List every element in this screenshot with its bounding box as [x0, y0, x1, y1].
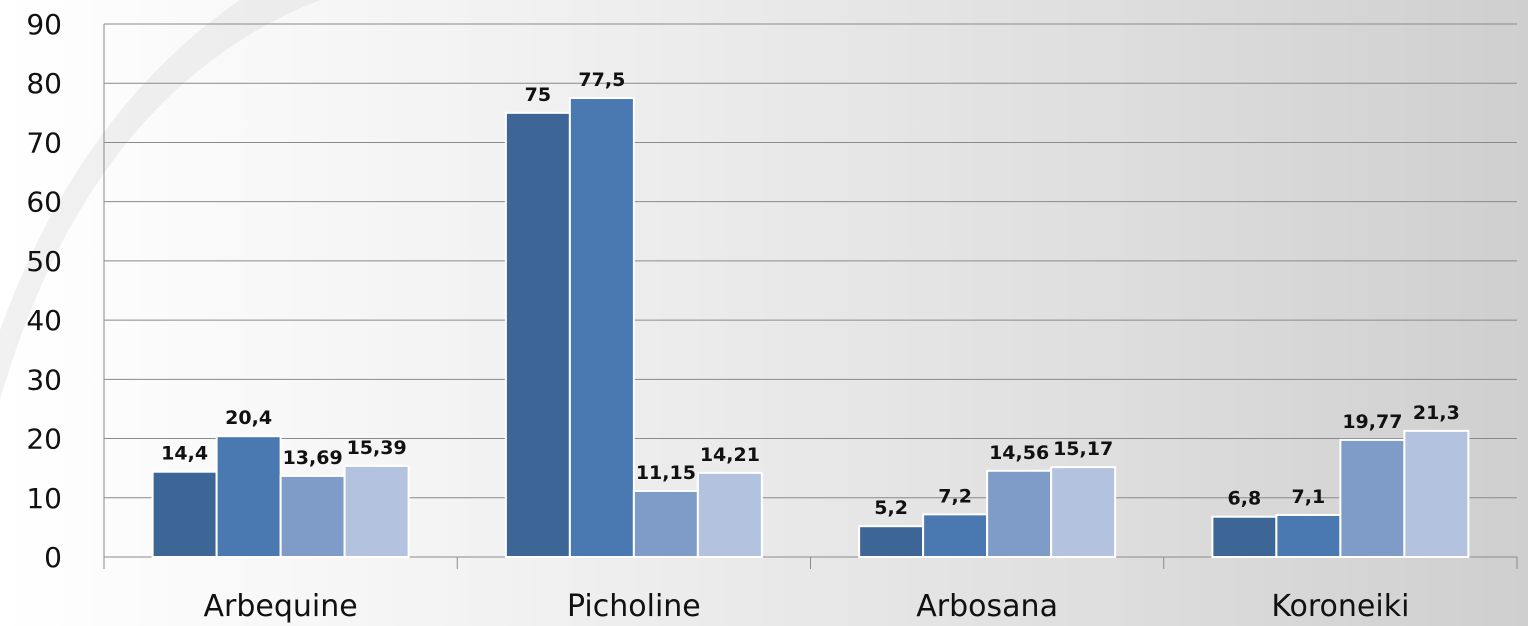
- data-label: 6,8: [1228, 488, 1262, 510]
- data-label: 7,2: [938, 485, 972, 507]
- data-label: 20,4: [225, 407, 272, 429]
- y-tick-label: 80: [26, 67, 62, 100]
- data-label: 13,69: [283, 447, 343, 469]
- y-tick-label: 60: [26, 186, 62, 219]
- data-label: 21,3: [1413, 402, 1460, 424]
- y-tick-label: 20: [26, 423, 62, 456]
- data-label: 14,4: [161, 443, 208, 465]
- data-label: 11,15: [636, 462, 696, 484]
- data-label: 15,39: [347, 437, 407, 459]
- bar: [215, 435, 282, 559]
- y-tick-label: 0: [44, 541, 62, 574]
- data-label: 77,5: [578, 69, 625, 91]
- data-label: 75: [525, 84, 551, 106]
- y-tick-label: 90: [26, 8, 62, 41]
- y-tick-label: 40: [26, 304, 62, 337]
- bar: [1339, 438, 1406, 558]
- bar: [504, 111, 571, 558]
- bar: [1403, 429, 1470, 558]
- bars: [151, 97, 1470, 559]
- y-tick-label: 30: [26, 363, 62, 396]
- bar: [922, 513, 989, 558]
- background-swoosh: [0, 0, 320, 400]
- data-label: 14,21: [700, 444, 760, 466]
- x-category-label: Picholine: [567, 589, 701, 624]
- y-tick-label: 10: [26, 482, 62, 515]
- bar: [1275, 513, 1342, 558]
- bar: [1211, 515, 1278, 558]
- bar: [279, 474, 346, 558]
- bar: [151, 470, 218, 558]
- x-category-label: Arbosana: [916, 589, 1058, 624]
- bar: [343, 464, 410, 558]
- y-tick-label: 70: [26, 126, 62, 159]
- grid-lines: [104, 23, 1517, 499]
- data-label: 5,2: [874, 497, 908, 519]
- bar: [568, 97, 635, 559]
- bar: [1050, 466, 1117, 558]
- data-label: 19,77: [1342, 411, 1402, 433]
- bar: [632, 489, 699, 558]
- bar: [696, 471, 763, 558]
- bar: [986, 469, 1053, 558]
- data-label: 14,56: [989, 442, 1049, 464]
- x-category-label: Arbequine: [204, 589, 358, 624]
- y-tick-label: 50: [26, 245, 62, 278]
- data-label: 15,17: [1053, 438, 1113, 460]
- bar: [858, 525, 925, 559]
- x-category-label: Koroneiki: [1271, 589, 1409, 624]
- data-label: 7,1: [1292, 486, 1326, 508]
- tick-labels: 0 10 20 30 40 50 60 70 80 90 Arbequine Picholine Arb…: [26, 8, 1409, 624]
